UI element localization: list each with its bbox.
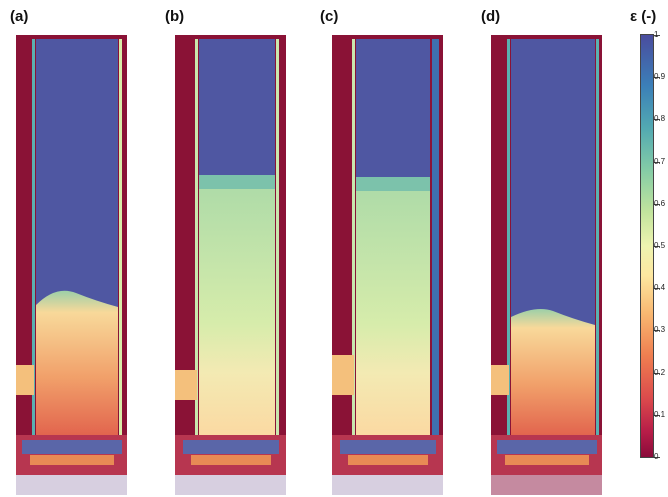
colorbar-tick-mark [654,203,660,205]
colorbar-tick-label: 0.3 [654,325,666,335]
colorbar-tick-mark [654,35,660,36]
panel-b-image [175,35,286,495]
panel-b-label: (b) [165,8,185,25]
colorbar-tick-label: 0.1 [654,409,666,419]
colorbar-tick-label: 0.6 [654,198,666,208]
colorbar-tick-label: 0.7 [654,156,666,166]
colorbar [640,34,654,458]
panel-d-label: (d) [481,8,501,25]
colorbar-tick-label: 0.8 [654,114,666,124]
colorbar-tick-mark [654,372,660,374]
colorbar-tick-label: 0.9 [654,72,666,82]
colorbar-tick-label: 0 [654,452,659,461]
panel-a-image [16,35,127,495]
panel-c-label: (c) [320,8,339,25]
colorbar-tick-label: 0.2 [654,367,666,377]
colorbar-tick-mark [654,246,660,247]
colorbar-tick-mark [654,288,660,290]
colorbar-title: ε (-) [630,8,657,25]
colorbar-tick-label: 0.5 [654,241,666,250]
colorbar-tick-mark [654,119,660,121]
colorbar-tick-label: 0.4 [654,283,666,293]
panel-c-image [332,35,443,495]
colorbar-tick-mark [654,414,660,416]
colorbar-tick-mark [654,77,660,79]
colorbar-tick-mark [654,457,660,458]
colorbar-tick-label: 1 [654,30,659,39]
colorbar-tick-mark [654,161,660,163]
panel-d-image [491,35,602,495]
colorbar-tick-mark [654,330,660,332]
panel-a-label: (a) [10,8,29,25]
